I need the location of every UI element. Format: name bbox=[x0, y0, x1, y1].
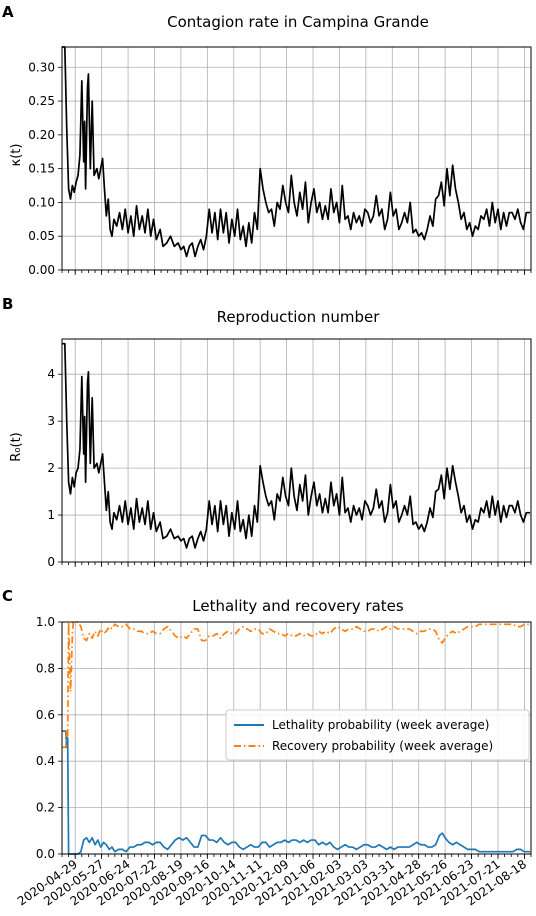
y-tick-label: 0.2 bbox=[36, 801, 55, 815]
series-line bbox=[62, 621, 531, 749]
y-tick-label: 4 bbox=[47, 367, 55, 381]
legend-frame bbox=[225, 709, 530, 761]
panel-c-marks bbox=[62, 621, 531, 855]
series-line bbox=[62, 46, 531, 258]
legend-label-lethality: Lethality probability (week average) bbox=[272, 718, 489, 732]
plot-frame bbox=[61, 46, 532, 271]
y-tick-label: 1.0 bbox=[36, 615, 55, 629]
panel-b-grid bbox=[62, 339, 531, 563]
plot-frame bbox=[61, 621, 532, 855]
y-tick-label: 0.8 bbox=[36, 661, 55, 675]
y-tick-label: 0.00 bbox=[28, 263, 55, 277]
panel-c-axes: 0.0 0.2 0.4 0.6 0.8 1.0 bbox=[36, 615, 532, 861]
legend-label-recovery: Recovery probability (week average) bbox=[272, 739, 493, 753]
panel-a-ylabel: κ(t) bbox=[9, 144, 24, 167]
panel-label-c: C bbox=[2, 587, 13, 605]
panel-b-marks bbox=[62, 342, 531, 549]
y-tick-label: 0.30 bbox=[28, 60, 55, 74]
y-tick-label: 0.20 bbox=[28, 128, 55, 142]
y-tick-label: 3 bbox=[47, 414, 55, 428]
panel-label-b: B bbox=[2, 295, 13, 313]
y-tick-label: 0.10 bbox=[28, 195, 55, 209]
y-tick-label: 2 bbox=[47, 461, 55, 475]
y-tick-label: 0.15 bbox=[28, 162, 55, 176]
series-line bbox=[62, 342, 531, 549]
panel-b-ylabel: R₀(t) bbox=[9, 432, 24, 462]
y-tick-label: 0.4 bbox=[36, 754, 55, 768]
series-line bbox=[62, 730, 531, 855]
panel-a-title: Contagion rate in Campina Grande bbox=[167, 13, 429, 31]
y-tick-label: 0.6 bbox=[36, 708, 55, 722]
y-tick-label: 0.25 bbox=[28, 94, 55, 108]
y-tick-label: 0.05 bbox=[28, 229, 55, 243]
panel-b: B Reproduction number R₀(t) 0 1 2 3 4 bbox=[2, 295, 532, 569]
panel-c-title: Lethality and recovery rates bbox=[192, 597, 404, 615]
panel-b-title: Reproduction number bbox=[217, 308, 381, 326]
panel-b-axes: 0 1 2 3 4 bbox=[47, 338, 532, 569]
y-tick-label: 0 bbox=[47, 555, 55, 569]
panel-a-grid bbox=[62, 47, 531, 271]
panel-label-a: A bbox=[2, 3, 14, 21]
panel-a-marks bbox=[62, 46, 531, 258]
x-tick-labels: 2020-04-292020-05-272020-06-242020-07-22… bbox=[15, 857, 529, 908]
y-tick-label: 0.0 bbox=[36, 847, 55, 861]
y-tick-label: 1 bbox=[47, 508, 55, 522]
panel-c: C Lethality and recovery rates 0.0 0.2 0.4… bbox=[2, 587, 532, 908]
panel-a: A Contagion rate in Campina Grande κ(t) … bbox=[2, 3, 532, 277]
legend: Lethality probability (week average) Rec… bbox=[225, 709, 530, 761]
panel-a-axes: 0.00 0.05 0.10 0.15 0.20 0.25 0.30 bbox=[28, 46, 532, 277]
plot-frame bbox=[61, 338, 532, 563]
